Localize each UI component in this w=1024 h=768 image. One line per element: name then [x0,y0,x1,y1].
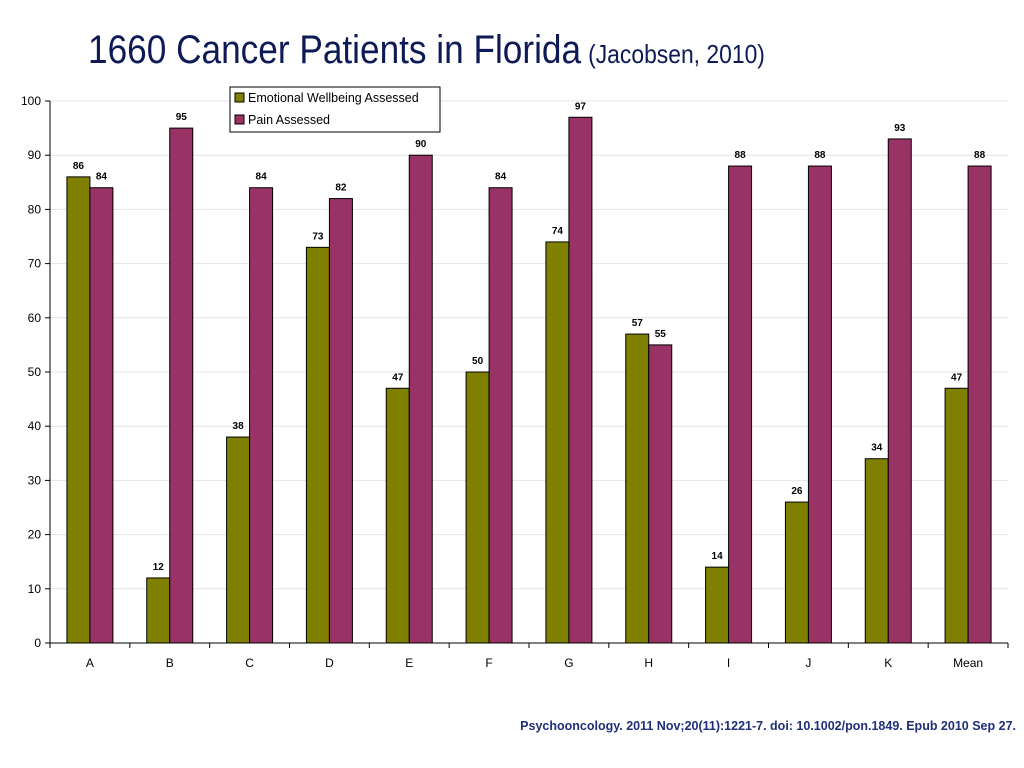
data-label: 82 [335,183,347,194]
data-label: 50 [472,356,484,367]
data-label: 57 [632,318,644,329]
x-tick-label: B [166,656,174,670]
x-tick-label: C [245,656,254,670]
bar [66,176,91,644]
bar [488,187,513,644]
y-tick-label: 50 [28,365,42,379]
citation: Psychooncology. 2011 Nov;20(11):1221-7. … [520,719,1016,733]
data-label: 88 [735,150,747,161]
y-tick-label: 0 [34,636,41,650]
y-tick-label: 30 [28,473,42,487]
x-tick-label: Mean [953,656,983,670]
x-tick-label: H [644,656,653,670]
bar [625,333,650,644]
x-tick-label: J [805,656,811,670]
x-tick-label: G [564,656,573,670]
legend-swatch [234,92,245,103]
bar [944,387,969,644]
bar [169,127,194,644]
bar [887,138,912,644]
legend-swatch [234,114,245,125]
bar [226,436,251,644]
bar [328,198,353,644]
bar [249,187,274,644]
x-tick-label: A [86,656,94,670]
page-subtitle: (Jacobsen, 2010) [588,39,765,69]
bar [784,501,809,644]
data-label: 93 [894,123,906,134]
y-tick-label: 20 [28,528,42,542]
legend-box [229,86,441,133]
data-label: 55 [655,329,667,340]
x-tick-label: F [485,656,492,670]
data-label: 86 [73,161,85,172]
y-tick-label: 60 [28,311,42,325]
data-label: 88 [974,150,986,161]
bar [967,165,992,644]
x-tick-label: I [727,656,730,670]
bar [705,566,730,644]
bar [568,116,593,644]
data-label: 84 [256,172,268,183]
y-tick-label: 90 [28,148,42,162]
data-label: 90 [415,139,427,150]
y-tick-label: 100 [21,94,41,108]
y-tick-label: 10 [28,582,42,596]
bar [648,344,673,644]
bar [807,165,832,644]
data-label: 12 [153,562,165,573]
x-tick-label: D [325,656,334,670]
bar [465,371,490,644]
bar [408,154,433,644]
bar [305,246,330,644]
slide-title: 1660 Cancer Patients in Florida (Jacobsen… [88,28,765,73]
data-label: 34 [871,443,883,454]
data-label: 84 [495,172,507,183]
page-title: 1660 Cancer Patients in Florida [88,28,582,72]
data-label: 73 [312,231,324,242]
bar [864,458,889,644]
bar [89,187,114,644]
data-label: 47 [392,372,404,383]
data-label: 74 [552,226,564,237]
y-tick-label: 40 [28,419,42,433]
y-tick-label: 70 [28,257,42,271]
x-tick-label: E [405,656,413,670]
data-label: 88 [814,150,826,161]
data-label: 26 [791,486,803,497]
legend-label: Emotional Wellbeing Assessed [248,91,419,105]
bar [545,241,570,644]
data-label: 97 [575,101,587,112]
data-label: 38 [233,421,245,432]
data-label: 95 [176,112,188,123]
data-label: 84 [96,172,108,183]
data-label: 47 [951,372,963,383]
bar [146,577,171,644]
bar [728,165,753,644]
legend-label: Pain Assessed [248,113,330,127]
bar [385,387,410,644]
x-tick-label: K [884,656,892,670]
y-tick-label: 80 [28,202,42,216]
data-label: 14 [712,551,724,562]
